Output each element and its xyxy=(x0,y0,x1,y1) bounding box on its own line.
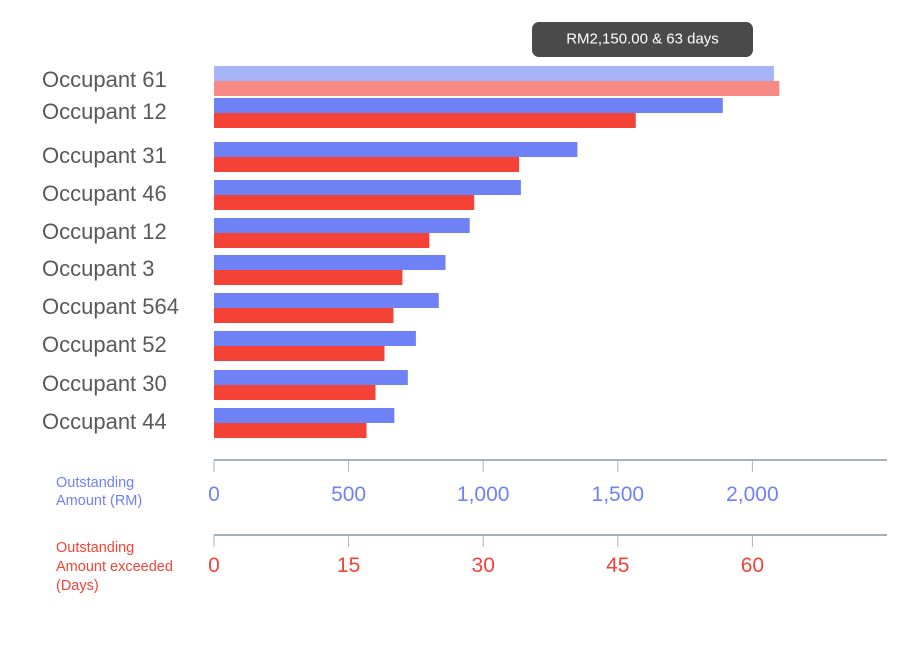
category-label: Occupant 46 xyxy=(42,181,167,206)
days-tick-label: 0 xyxy=(208,554,220,577)
days-bar[interactable] xyxy=(214,308,394,323)
category-label: Occupant 61 xyxy=(42,67,167,92)
amount-bar[interactable] xyxy=(214,408,395,423)
category-label: Occupant 564 xyxy=(42,294,179,319)
days-bar[interactable] xyxy=(214,385,376,400)
days-bar[interactable] xyxy=(214,113,636,128)
days-tick-label: 45 xyxy=(606,554,629,577)
amount-bar[interactable] xyxy=(214,98,723,113)
amount-bar[interactable] xyxy=(214,331,416,346)
amount-bar[interactable] xyxy=(214,255,446,270)
days-bar[interactable] xyxy=(214,346,385,361)
days-axis-title: Amount exceeded xyxy=(56,559,173,575)
amount-axis: 0 500 1,000 1,500 2,000 Outstanding Amount (RM… xyxy=(56,459,887,509)
days-bar[interactable] xyxy=(214,81,780,96)
category-label: Occupant 12 xyxy=(42,99,167,124)
amount-axis-title: Amount (RM) xyxy=(56,493,142,509)
category-label: Occupant 12 xyxy=(42,219,167,244)
days-bar[interactable] xyxy=(214,233,430,248)
amount-tick-label: 0 xyxy=(208,483,220,506)
category-label: Occupant 30 xyxy=(42,371,167,396)
amount-axis-title: Outstanding xyxy=(56,475,134,491)
tooltip-text: RM2,150.00 & 63 days xyxy=(566,30,719,47)
amount-tick-label: 2,000 xyxy=(726,483,779,506)
category-label: Occupant 3 xyxy=(42,256,155,281)
amount-tick-label: 500 xyxy=(331,483,366,506)
amount-tick-label: 1,000 xyxy=(457,483,510,506)
days-tick-label: 15 xyxy=(337,554,360,577)
category-label: Occupant 52 xyxy=(42,332,167,357)
days-axis-title: (Days) xyxy=(56,578,99,594)
amount-bar[interactable] xyxy=(214,142,578,157)
days-bar[interactable] xyxy=(214,195,475,210)
tooltip-box xyxy=(532,22,753,57)
category-label: Occupant 31 xyxy=(42,143,167,168)
bars-layer xyxy=(214,66,780,438)
days-bar[interactable] xyxy=(214,270,403,285)
days-axis: 0 15 30 45 60 Outstanding Amount exceeded (Days… xyxy=(56,534,887,594)
amount-bar[interactable] xyxy=(214,66,774,81)
amount-tick-label: 1,500 xyxy=(592,483,645,506)
category-labels: Occupant 61 Occupant 12 Occupant 31 Occupan… xyxy=(42,67,179,434)
amount-bar[interactable] xyxy=(214,293,439,308)
amount-bar[interactable] xyxy=(214,370,408,385)
amount-bar[interactable] xyxy=(214,180,521,195)
days-bar[interactable] xyxy=(214,157,520,172)
days-axis-title: Outstanding xyxy=(56,540,134,556)
days-bar[interactable] xyxy=(214,423,367,438)
days-tick-label: 30 xyxy=(472,554,495,577)
days-tick-label: 60 xyxy=(741,554,764,577)
category-label: Occupant 44 xyxy=(42,409,167,434)
amount-bar[interactable] xyxy=(214,218,470,233)
tooltip: RM2,150.00 & 63 days xyxy=(532,22,753,57)
